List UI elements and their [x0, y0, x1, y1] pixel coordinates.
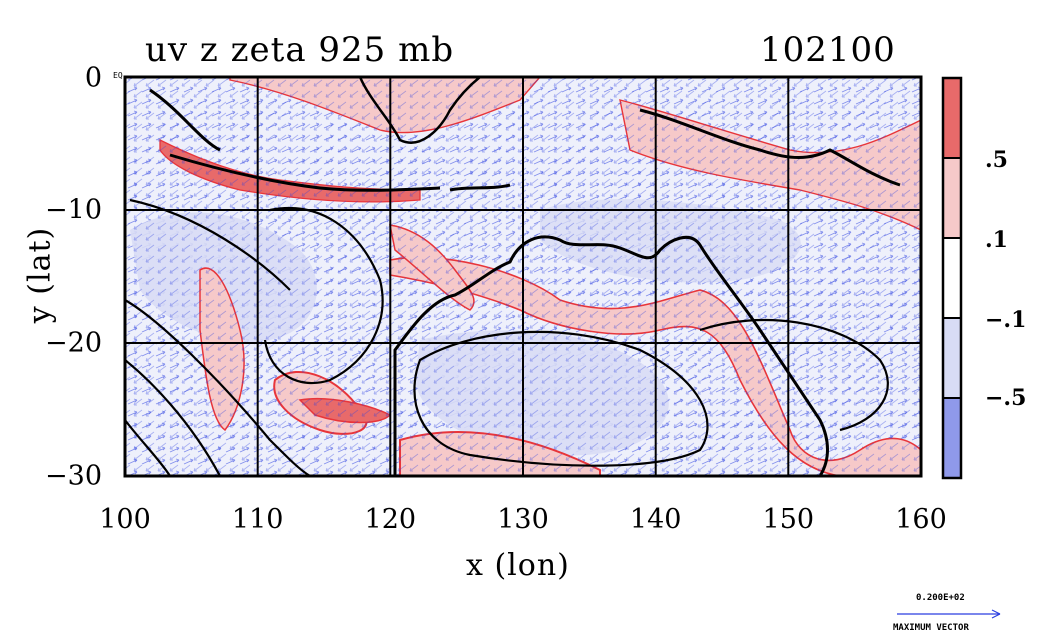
colorbar-swatch-neutral [943, 238, 961, 318]
reference-vector-value: 0.200E+02 [916, 593, 965, 603]
coastline-borneo [358, 77, 481, 144]
reference-vector-caption: MAXIMUM VECTOR [893, 623, 969, 633]
x-tick-label: 130 [497, 504, 549, 535]
x-tick-label: 100 [99, 504, 151, 535]
colorbar-swatch-neg-strong [943, 398, 961, 478]
plot-title: uv z zeta 925 mb [145, 30, 455, 70]
y-tick-label: −30 [45, 460, 102, 492]
colorbar-swatch-pos-weak [943, 158, 961, 238]
y-tick-label: −10 [45, 194, 102, 226]
colorbar-label: .1 [985, 227, 1008, 253]
colorbar-label: −.5 [985, 385, 1027, 411]
colorbar [941, 76, 963, 480]
colorbar-label: .5 [985, 147, 1008, 173]
plot-frame [123, 75, 923, 478]
x-tick-label: 140 [629, 504, 682, 535]
coastline-new-guinea [639, 108, 901, 187]
y-tick-label: −20 [45, 327, 102, 359]
date-code: 102100 [760, 30, 896, 70]
grid-lines [125, 77, 921, 476]
y-tick-label: 0 [84, 62, 102, 94]
x-axis-label: x (lon) [466, 548, 570, 583]
colorbar-label: −.1 [985, 307, 1027, 333]
reference-vector-arrow [897, 609, 1001, 619]
x-tick-label: 150 [762, 504, 815, 535]
height-contours [125, 198, 889, 476]
x-tick-label: 120 [364, 504, 417, 535]
y-axis-label: y (lat) [22, 226, 58, 324]
colorbar-swatch-neg-weak [943, 318, 961, 398]
coastline-indonesia [149, 88, 511, 192]
x-tick-label: 160 [895, 504, 947, 535]
coastline-australia [393, 235, 829, 476]
x-tick-label: 110 [231, 504, 284, 535]
equator-label: EQ [113, 71, 123, 80]
colorbar-swatch-pos-strong [943, 78, 961, 158]
